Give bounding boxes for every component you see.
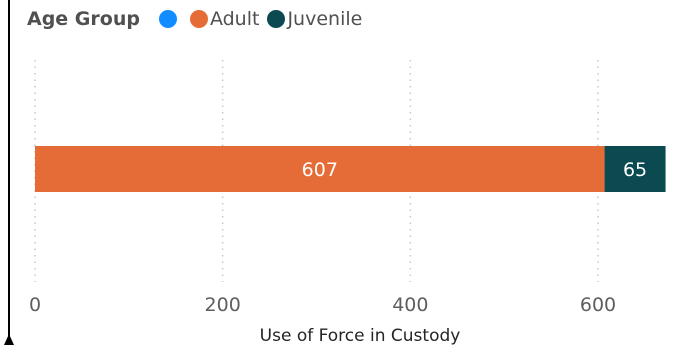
x-tick-label-400: 400 xyxy=(392,294,428,316)
legend: Age Group Adult Juvenile xyxy=(27,5,364,33)
corner-arrow-icon xyxy=(4,334,14,345)
legend-item-blank[interactable] xyxy=(158,10,188,28)
data-label-juvenile: 65 xyxy=(623,159,647,181)
legend-item-adult[interactable]: Adult xyxy=(189,8,260,30)
legend-label-adult: Adult xyxy=(209,8,260,30)
legend-label-juvenile: Juvenile xyxy=(287,8,363,30)
legend-title: Age Group xyxy=(27,8,140,30)
x-tick-label-600: 600 xyxy=(580,294,616,316)
x-axis-title: Use of Force in Custody xyxy=(260,326,461,345)
legend-dot-blank-icon xyxy=(158,10,177,28)
bar-juvenile xyxy=(604,146,666,192)
data-label-adult: 607 xyxy=(302,159,338,181)
legend-dot-adult-icon xyxy=(189,10,208,28)
left-border xyxy=(8,0,10,345)
legend-dot-juvenile-icon xyxy=(267,10,286,28)
x-tick-label-200: 200 xyxy=(205,294,241,316)
legend-item-juvenile[interactable]: Juvenile xyxy=(267,8,362,30)
x-tick-label-0: 0 xyxy=(29,294,41,316)
bar-adult xyxy=(35,146,605,192)
